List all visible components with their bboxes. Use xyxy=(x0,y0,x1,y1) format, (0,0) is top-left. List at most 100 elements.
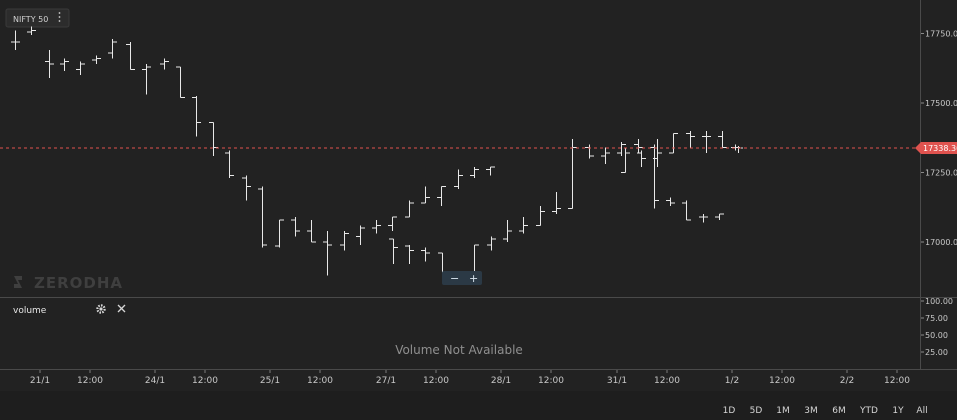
ohlc-bar xyxy=(60,58,69,72)
ohlc-bar xyxy=(242,175,251,201)
symbol-badge[interactable]: NIFTY 50 xyxy=(5,8,70,28)
zoom-controls: − + xyxy=(442,271,482,285)
price-tick-label: 17000.00 xyxy=(925,238,957,247)
time-tick-label: 12:00 xyxy=(192,376,218,386)
zerodha-watermark: ZERODHA xyxy=(14,274,123,292)
time-tick-label: 12:00 xyxy=(769,376,795,386)
range-button-5d[interactable]: 5D xyxy=(750,406,763,416)
ohlc-bar xyxy=(699,214,708,223)
ohlc-bar xyxy=(666,197,675,206)
time-tick-label: 1/2 xyxy=(725,376,739,386)
ohlc-bar xyxy=(340,230,349,251)
range-button-3m[interactable]: 3M xyxy=(804,406,818,416)
last-price-tag: 17338.30 xyxy=(915,141,957,154)
time-tick-label: 28/1 xyxy=(491,376,511,386)
zoom-background xyxy=(442,271,482,285)
ohlc-bar xyxy=(470,166,479,179)
volume-not-available: Volume Not Available xyxy=(395,343,523,357)
volume-tick-label: 100.00 xyxy=(925,297,953,306)
ohlc-bar xyxy=(307,219,316,243)
range-button-1d[interactable]: 1D xyxy=(723,406,736,416)
range-bar xyxy=(0,391,957,420)
more-options-icon[interactable] xyxy=(58,12,61,22)
chart-area[interactable] xyxy=(0,0,921,370)
ohlc-bar xyxy=(421,247,430,262)
last-price-value: 17338.30 xyxy=(923,144,957,153)
ohlc-bar xyxy=(552,191,561,215)
watermark-text: ZERODHA xyxy=(34,274,123,292)
time-tick-label: 12:00 xyxy=(884,376,910,386)
ohlc-bar xyxy=(142,64,151,95)
range-selector: 1D 5D 1M 3M 6M YTD 1Y All xyxy=(723,406,928,416)
time-tick-label: 27/1 xyxy=(376,376,396,386)
ohlc-bar xyxy=(176,66,185,98)
ohlc-bar xyxy=(487,236,496,251)
ohlc-bar xyxy=(356,225,365,245)
ohlc-bar xyxy=(421,186,430,204)
volume-tick-label: 25.00 xyxy=(925,348,948,357)
ohlc-bar xyxy=(225,150,234,179)
ohlc-bar xyxy=(405,244,414,265)
ohlc-bar xyxy=(291,216,300,237)
time-tick-label: 12:00 xyxy=(654,376,680,386)
price-tick-label: 17750.00 xyxy=(925,30,957,39)
volume-tick-label: 75.00 xyxy=(925,314,948,323)
range-button-6m[interactable]: 6M xyxy=(832,406,846,416)
ohlc-bar xyxy=(486,166,495,176)
volume-axis: 100.00 75.00 50.00 25.00 xyxy=(921,297,953,357)
ohlc-bar xyxy=(669,133,678,154)
price-tick-label: 17250.00 xyxy=(925,169,957,178)
ohlc-bar xyxy=(372,219,381,234)
zoom-in-button[interactable]: + xyxy=(469,272,478,285)
ohlc-bar xyxy=(437,185,446,206)
ohlc-bar xyxy=(45,50,54,78)
ohlc-bar xyxy=(621,147,630,173)
ohlc-bar xyxy=(519,216,528,234)
time-tick-label: 12:00 xyxy=(538,376,564,386)
time-tick-label: 12:00 xyxy=(307,376,333,386)
time-tick-label: 25/1 xyxy=(260,376,280,386)
range-button-1y[interactable]: 1Y xyxy=(892,406,904,416)
settings-icon[interactable] xyxy=(96,304,106,314)
ohlc-bar xyxy=(637,150,646,167)
ohlc-bar xyxy=(92,55,101,65)
ohlc-bar xyxy=(454,169,463,190)
time-tick-label: 31/1 xyxy=(607,376,627,386)
time-tick-label: 21/1 xyxy=(30,376,50,386)
ohlc-bar xyxy=(108,39,117,59)
price-axis[interactable]: 17750.00 17500.00 17250.00 17000.00 xyxy=(921,30,957,248)
symbol-label: NIFTY 50 xyxy=(13,15,48,24)
range-button-ytd[interactable]: YTD xyxy=(859,406,878,416)
ohlc-bar xyxy=(126,41,135,71)
zerodha-logo-icon xyxy=(14,276,22,288)
ohlc-bar xyxy=(27,26,36,35)
ohlc-bar xyxy=(601,147,610,165)
ohlc-bar xyxy=(682,200,691,221)
time-tick-label: 24/1 xyxy=(145,376,165,386)
time-tick-label: 12:00 xyxy=(77,376,103,386)
ohlc-bar xyxy=(715,213,724,220)
ohlc-bar xyxy=(323,230,332,276)
range-button-all[interactable]: All xyxy=(916,406,927,416)
ohlc-bar xyxy=(503,219,512,242)
ohlc-bar xyxy=(653,139,662,167)
ohlc-bar xyxy=(702,130,711,154)
close-icon[interactable] xyxy=(117,304,126,313)
time-tick-label: 2/2 xyxy=(840,376,854,386)
ohlc-bar xyxy=(405,200,414,218)
ohlc-bar xyxy=(11,30,20,51)
ohlc-bar xyxy=(275,219,284,248)
ohlc-bar xyxy=(617,141,626,156)
ohlc-bar xyxy=(686,130,695,148)
ohlc-bar xyxy=(389,238,398,265)
ohlc-bar xyxy=(388,216,397,231)
time-tick-label: 12:00 xyxy=(423,376,449,386)
range-button-1m[interactable]: 1M xyxy=(776,406,790,416)
price-tick-label: 17500.00 xyxy=(925,99,957,108)
ohlc-bar xyxy=(536,205,545,226)
ohlc-bar xyxy=(192,96,201,137)
zoom-out-button[interactable]: − xyxy=(450,272,459,285)
volume-tick-label: 50.00 xyxy=(925,331,948,340)
time-axis[interactable]: 21/1 12:00 24/1 12:00 25/1 12:00 27/1 12:00 28/1… xyxy=(30,370,910,386)
